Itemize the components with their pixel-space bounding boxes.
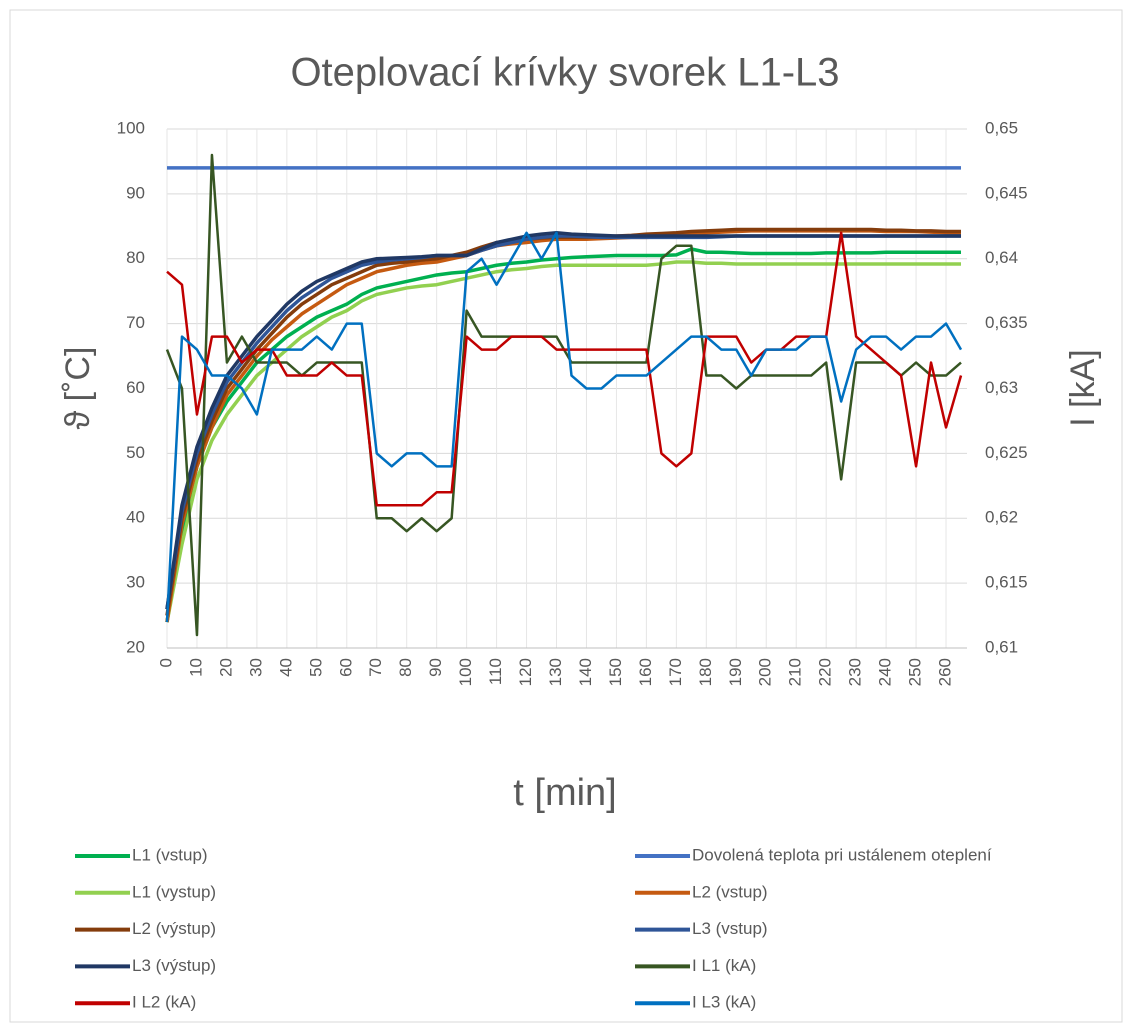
chart-border xyxy=(9,9,1123,1023)
y-tick-label: 60 xyxy=(126,378,145,397)
y2-axis-label: I [kA] xyxy=(1064,349,1102,426)
series-line xyxy=(165,247,962,623)
x-tick-label: 20 xyxy=(216,658,235,677)
chart-title: Oteplovací krívky svorek L1-L3 xyxy=(290,51,839,95)
series-line xyxy=(165,231,962,610)
series-line xyxy=(165,231,963,623)
y-tick-label: 20 xyxy=(126,637,145,656)
x-tick-label: 0 xyxy=(156,658,175,667)
y2-tick-label: 0,635 xyxy=(985,313,1028,332)
legend-label: I L2 (kA) xyxy=(132,993,196,1012)
x-tick-label: 110 xyxy=(486,658,505,685)
legend-label: L2 (vstup) xyxy=(692,882,768,901)
legend-label: Dovolená teplota pri ustálenem oteplení xyxy=(692,845,992,864)
x-tick-label: 90 xyxy=(426,658,445,677)
x-tick-label: 210 xyxy=(786,658,805,686)
y-tick-label: 90 xyxy=(126,183,145,202)
y-tick-label: 30 xyxy=(126,573,145,592)
legend-label: L2 (výstup) xyxy=(132,919,216,938)
legend-label: L3 (vstup) xyxy=(692,919,768,938)
x-tick-label: 120 xyxy=(516,658,535,686)
legend-label: L3 (výstup) xyxy=(132,956,216,975)
x-tick-label: 200 xyxy=(756,658,775,686)
x-tick-label: 170 xyxy=(666,658,685,686)
series-line xyxy=(165,260,962,623)
y-tick-label: 70 xyxy=(126,313,145,332)
x-tick-label: 190 xyxy=(726,658,745,686)
x-tick-label: 150 xyxy=(606,658,625,686)
x-tick-label: 220 xyxy=(816,658,835,686)
x-tick-label: 230 xyxy=(846,658,865,686)
x-tick-label: 240 xyxy=(876,658,895,686)
x-tick-label: 70 xyxy=(366,658,385,677)
x-tick-label: 140 xyxy=(576,658,595,686)
y2-tick-label: 0,615 xyxy=(985,573,1028,592)
x-tick-label: 160 xyxy=(636,658,655,686)
x-tick-label: 60 xyxy=(336,658,355,677)
y-tick-label: 50 xyxy=(126,443,145,462)
y2-tick-label: 0,64 xyxy=(985,248,1018,267)
legend-label: I L3 (kA) xyxy=(692,993,756,1012)
x-tick-label: 100 xyxy=(456,658,475,686)
x-tick-label: 180 xyxy=(696,658,715,686)
x-tick-label: 250 xyxy=(906,658,925,686)
y-tick-label: 40 xyxy=(126,508,145,527)
x-tick-label: 260 xyxy=(936,658,955,686)
legend-label: L1 (vystup) xyxy=(132,882,216,901)
legend-label: I L1 (kA) xyxy=(692,956,756,975)
x-tick-label: 80 xyxy=(396,658,415,677)
x-tick-label: 130 xyxy=(546,658,565,686)
x-tick-label: 30 xyxy=(246,658,265,677)
y2-tick-label: 0,61 xyxy=(985,637,1018,656)
series-line xyxy=(166,231,963,507)
y2-tick-label: 0,625 xyxy=(985,443,1028,462)
y-tick-label: 100 xyxy=(117,118,145,137)
y2-tick-label: 0,65 xyxy=(985,118,1018,137)
x-tick-label: 40 xyxy=(276,658,295,677)
y2-tick-label: 0,63 xyxy=(985,378,1018,397)
x-tick-label: 50 xyxy=(306,658,325,677)
legend-label: L1 (vstup) xyxy=(132,845,208,864)
x-tick-label: 10 xyxy=(186,658,205,677)
y2-tick-label: 0,62 xyxy=(985,508,1018,527)
y2-tick-label: 0,645 xyxy=(985,183,1028,202)
y-tick-label: 80 xyxy=(126,248,145,267)
y-axis-label: ϑ [˚C] xyxy=(59,347,97,430)
x-axis-label: t [min] xyxy=(513,772,616,814)
